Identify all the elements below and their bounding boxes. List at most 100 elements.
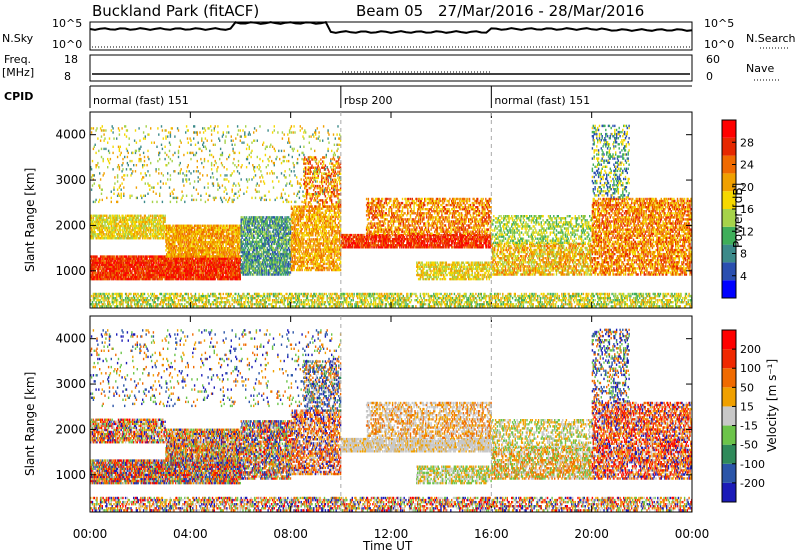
range-cell: [103, 226, 105, 230]
range-cell: [186, 271, 189, 275]
range-cell: [101, 265, 103, 268]
range-cell: [120, 277, 122, 281]
range-cell: [225, 273, 227, 277]
range-cell: [188, 273, 190, 277]
range-cell: [193, 267, 195, 271]
range-cell: [154, 275, 156, 279]
range-cell: [216, 261, 218, 264]
range-cell: [210, 263, 213, 266]
range-cell: [144, 277, 146, 281]
range-cell: [124, 265, 127, 268]
range-cell: [135, 218, 138, 222]
range-cell: [161, 255, 164, 258]
range-cell: [171, 275, 173, 279]
range-cell: [90, 216, 92, 219]
range-cell: [103, 235, 105, 238]
range-cell: [170, 263, 172, 266]
range-cell: [217, 277, 219, 281]
range-cell: [296, 252, 299, 255]
range-cell: [150, 273, 152, 277]
range-cell: [248, 236, 250, 239]
range-cell: [143, 275, 146, 279]
range-cell: [129, 273, 131, 277]
nsearch-tick-bottom: 10^0: [704, 38, 734, 51]
range-cell: [143, 263, 146, 266]
range-cell: [176, 263, 178, 266]
range-cell: [223, 271, 225, 275]
range-cell: [121, 277, 123, 281]
range-cell: [116, 224, 119, 228]
range-cell: [124, 267, 126, 271]
range-cell: [125, 261, 128, 264]
range-cell: [91, 273, 94, 277]
range-cell: [166, 261, 168, 264]
range-cell: [209, 263, 211, 266]
range-cell: [180, 273, 182, 277]
range-cell: [197, 277, 199, 281]
range-cell: [231, 265, 233, 268]
range-cell: [219, 265, 222, 268]
range-cell: [113, 235, 115, 238]
range-cell: [109, 218, 112, 222]
range-cell: [182, 261, 184, 264]
range-cell: [245, 232, 247, 235]
range-cell: [96, 224, 98, 228]
range-cell: [118, 257, 121, 260]
range-cell: [118, 224, 121, 228]
range-cell: [236, 263, 239, 266]
range-cell: [114, 263, 116, 266]
range-cell: [134, 275, 137, 279]
range-cell: [201, 263, 203, 266]
range-cell: [119, 226, 121, 230]
range-cell: [109, 261, 112, 264]
range-cell: [193, 269, 195, 273]
range-cell: [90, 275, 92, 279]
range-cell: [126, 257, 129, 260]
range-cell: [119, 224, 121, 228]
range-cell: [128, 263, 130, 266]
range-cell: [222, 257, 224, 260]
range-cell: [116, 263, 119, 266]
range-cell: [214, 257, 216, 260]
range-cell: [110, 263, 112, 266]
range-cell: [101, 257, 103, 260]
range-cell: [116, 224, 118, 228]
range-cell: [99, 273, 102, 277]
range-cell: [96, 214, 98, 217]
range-cell: [90, 226, 92, 230]
range-cell: [229, 263, 232, 266]
range-cell: [155, 271, 157, 275]
range-cell: [92, 267, 95, 271]
range-cell: [137, 265, 139, 268]
range-cell: [101, 224, 103, 228]
range-cell: [132, 257, 134, 260]
range-cell: [193, 273, 195, 277]
range-cell: [153, 265, 155, 268]
range-cell: [168, 259, 171, 262]
range-cell: [183, 259, 185, 262]
range-cell: [226, 271, 228, 275]
range-cell: [102, 255, 104, 258]
range-cell: [188, 257, 190, 260]
range-cell: [202, 263, 205, 266]
range-cell: [197, 257, 199, 260]
range-cell: [124, 275, 126, 279]
range-cell: [111, 257, 113, 260]
range-cell: [122, 255, 124, 258]
range-cell: [196, 271, 198, 275]
range-cell: [226, 255, 228, 258]
range-cell: [111, 237, 113, 240]
range-cell: [206, 257, 208, 260]
range-cell: [99, 261, 102, 264]
range-cell: [121, 271, 123, 275]
range-cell: [122, 261, 124, 264]
range-cell: [107, 259, 109, 262]
range-cell: [107, 265, 109, 268]
range-cell: [225, 275, 227, 279]
range-cell: [117, 263, 120, 266]
range-cell: [92, 263, 95, 266]
range-cell: [180, 275, 182, 279]
range-cell: [262, 226, 264, 229]
range-cell: [227, 259, 229, 262]
range-cell: [225, 257, 227, 260]
